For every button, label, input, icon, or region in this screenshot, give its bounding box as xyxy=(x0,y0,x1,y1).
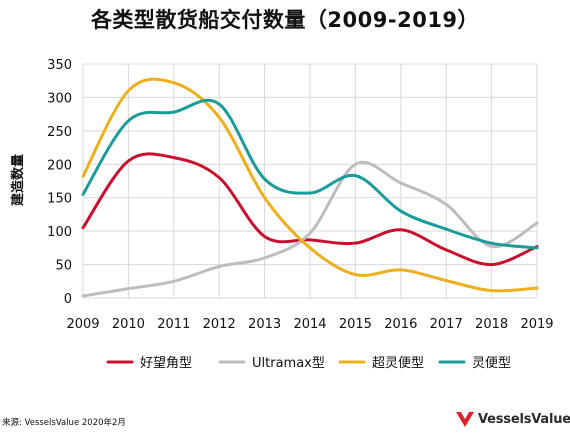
x-tick-label: 2010 xyxy=(112,317,145,332)
x-tick-label: 2012 xyxy=(203,317,236,332)
y-tick-label: 150 xyxy=(47,192,72,207)
series-line xyxy=(81,77,539,293)
chart-title: 各类型散货船交付数量（2009-2019） xyxy=(90,8,480,32)
y-tick-label: 100 xyxy=(47,225,72,240)
logo-text: VesselsValue xyxy=(478,411,570,427)
x-tick-label: 2011 xyxy=(157,317,190,332)
x-tick-label: 2016 xyxy=(384,317,417,332)
y-tick-label: 300 xyxy=(47,91,72,106)
y-tick-label: 200 xyxy=(47,158,72,173)
source-note: 来源: VesselsValue 2020年2月 xyxy=(2,418,126,428)
legend-label: 灵便型 xyxy=(472,356,511,371)
y-tick-label: 0 xyxy=(64,292,72,307)
x-tick-label: 2013 xyxy=(248,317,281,332)
legend-label: 好望角型 xyxy=(140,355,192,371)
series-lines xyxy=(81,77,539,298)
y-tick-label: 250 xyxy=(47,125,72,140)
x-tick-label: 2018 xyxy=(475,317,508,332)
x-tick-label: 2019 xyxy=(520,317,553,332)
series-line xyxy=(81,152,539,267)
series-line xyxy=(81,160,539,298)
series-line xyxy=(81,98,539,250)
vesselsvalue-logo-icon xyxy=(456,412,474,427)
legend-label: 超灵便型 xyxy=(372,356,424,371)
x-tick-label: 2015 xyxy=(339,317,372,332)
y-tick-label: 350 xyxy=(47,58,72,73)
x-axis-ticks: 2009 2010 2011 2012 2013 2014 2015 2016 2017 2018… xyxy=(66,317,553,332)
x-tick-label: 2017 xyxy=(430,317,463,332)
legend: 好望角型 Ultramax型 超灵便型 灵便型 xyxy=(106,355,511,371)
vesselsvalue-logo: VesselsValue xyxy=(455,408,570,430)
x-tick-label: 2009 xyxy=(66,317,99,332)
y-axis-label: 建造数量 xyxy=(10,154,26,206)
y-tick-label: 50 xyxy=(55,259,72,274)
legend-label: Ultramax型 xyxy=(252,356,325,371)
y-axis-ticks: 0 50 100 150 200 250 300 350 xyxy=(47,58,72,307)
x-tick-label: 2014 xyxy=(293,317,326,332)
grid-lines xyxy=(82,63,538,299)
